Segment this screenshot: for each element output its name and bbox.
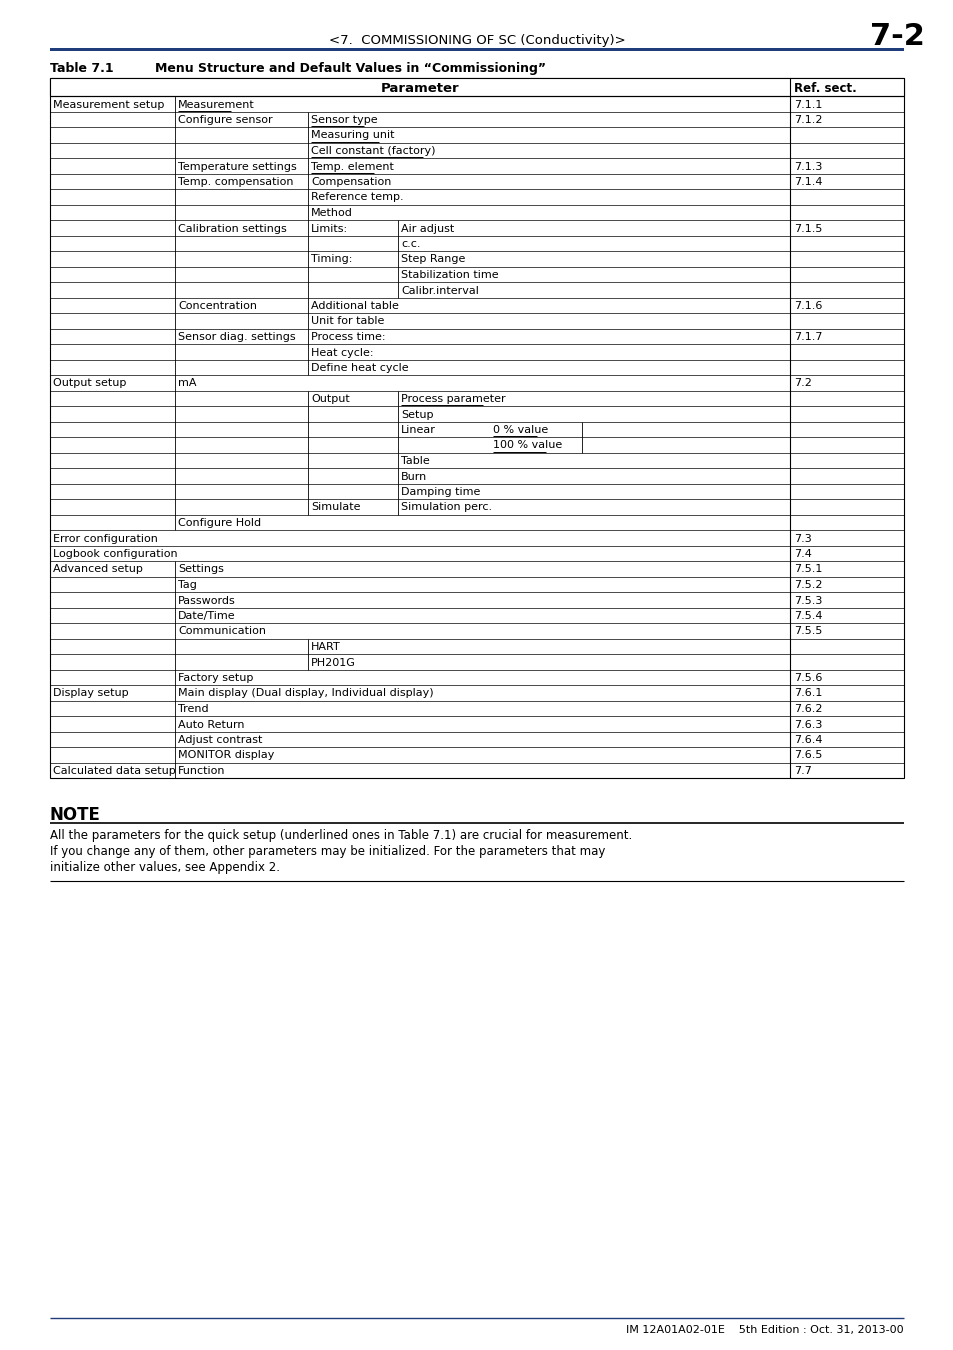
Text: If you change any of them, other parameters may be initialized. For the paramete: If you change any of them, other paramet…: [50, 845, 605, 859]
Text: Linear: Linear: [400, 425, 436, 435]
Text: Sensor diag. settings: Sensor diag. settings: [178, 332, 295, 342]
Text: 7-2: 7-2: [869, 22, 923, 51]
Text: Ref. sect.: Ref. sect.: [793, 82, 856, 94]
Text: Logbook configuration: Logbook configuration: [53, 549, 177, 559]
Text: Settings: Settings: [178, 564, 224, 575]
Text: 7.6.5: 7.6.5: [793, 751, 821, 760]
Text: MONITOR display: MONITOR display: [178, 751, 274, 760]
Text: Limits:: Limits:: [311, 224, 348, 234]
Text: 7.1.2: 7.1.2: [793, 115, 821, 126]
Text: Measurement setup: Measurement setup: [53, 100, 164, 109]
Text: Method: Method: [311, 208, 353, 217]
Text: 7.6.2: 7.6.2: [793, 703, 821, 714]
Text: Temp. element: Temp. element: [311, 162, 394, 171]
Text: 7.3: 7.3: [793, 533, 811, 544]
Text: Trend: Trend: [178, 703, 209, 714]
Text: 7.4: 7.4: [793, 549, 811, 559]
Text: HART: HART: [311, 643, 340, 652]
Text: Define heat cycle: Define heat cycle: [311, 363, 408, 373]
Text: 7.5.6: 7.5.6: [793, 674, 821, 683]
Text: Adjust contrast: Adjust contrast: [178, 734, 262, 745]
Text: Damping time: Damping time: [400, 487, 480, 497]
Text: Output setup: Output setup: [53, 378, 126, 389]
Text: 7.5.5: 7.5.5: [793, 626, 821, 636]
Text: Tag: Tag: [178, 580, 196, 590]
Bar: [50, 78, 903, 778]
Text: Reference temp.: Reference temp.: [311, 193, 403, 202]
Text: Calibration settings: Calibration settings: [178, 224, 287, 234]
Text: Process time:: Process time:: [311, 332, 385, 342]
Text: Menu Structure and Default Values in “Commissioning”: Menu Structure and Default Values in “Co…: [154, 62, 545, 76]
Text: 7.1.1: 7.1.1: [793, 100, 821, 109]
Text: Configure Hold: Configure Hold: [178, 518, 261, 528]
Text: Measuring unit: Measuring unit: [311, 131, 395, 140]
Text: 7.5.3: 7.5.3: [793, 595, 821, 606]
Text: Table 7.1: Table 7.1: [50, 62, 113, 76]
Text: Function: Function: [178, 765, 225, 776]
Text: Unit for table: Unit for table: [311, 316, 384, 327]
Text: Step Range: Step Range: [400, 255, 465, 265]
Text: 7.1.3: 7.1.3: [793, 162, 821, 171]
Text: Additional table: Additional table: [311, 301, 398, 310]
Text: Sensor type: Sensor type: [311, 115, 377, 126]
Text: 7.2: 7.2: [793, 378, 811, 389]
Text: Timing:: Timing:: [311, 255, 352, 265]
Text: Passwords: Passwords: [178, 595, 235, 606]
Text: 7.6.4: 7.6.4: [793, 734, 821, 745]
Text: 7.6.1: 7.6.1: [793, 688, 821, 698]
Text: Process parameter: Process parameter: [400, 394, 505, 404]
Text: Auto Return: Auto Return: [178, 720, 244, 729]
Text: Table: Table: [400, 456, 429, 466]
Text: <7.  COMMISSIONING OF SC (Conductivity)>: <7. COMMISSIONING OF SC (Conductivity)>: [328, 34, 625, 47]
Text: 7.1.6: 7.1.6: [793, 301, 821, 310]
Text: Output: Output: [311, 394, 350, 404]
Text: 7.1.4: 7.1.4: [793, 177, 821, 188]
Text: Factory setup: Factory setup: [178, 674, 253, 683]
Text: Parameter: Parameter: [380, 82, 458, 94]
Text: Error configuration: Error configuration: [53, 533, 157, 544]
Text: Date/Time: Date/Time: [178, 612, 235, 621]
Text: 7.1.7: 7.1.7: [793, 332, 821, 342]
Text: Advanced setup: Advanced setup: [53, 564, 143, 575]
Text: NOTE: NOTE: [50, 806, 101, 824]
Text: Burn: Burn: [400, 471, 427, 482]
Text: Communication: Communication: [178, 626, 266, 636]
Text: Main display (Dual display, Individual display): Main display (Dual display, Individual d…: [178, 688, 434, 698]
Text: 7.6.3: 7.6.3: [793, 720, 821, 729]
Text: All the parameters for the quick setup (underlined ones in Table 7.1) are crucia: All the parameters for the quick setup (…: [50, 829, 632, 842]
Text: Simulate: Simulate: [311, 502, 360, 513]
Text: 100 % value: 100 % value: [493, 440, 561, 451]
Text: Compensation: Compensation: [311, 177, 391, 188]
Text: 7.5.2: 7.5.2: [793, 580, 821, 590]
Text: Simulation perc.: Simulation perc.: [400, 502, 492, 513]
Text: Concentration: Concentration: [178, 301, 256, 310]
Text: initialize other values, see Appendix 2.: initialize other values, see Appendix 2.: [50, 861, 280, 873]
Text: Setup: Setup: [400, 409, 433, 420]
Text: Calibr.interval: Calibr.interval: [400, 285, 478, 296]
Text: Heat cycle:: Heat cycle:: [311, 347, 374, 358]
Text: Configure sensor: Configure sensor: [178, 115, 273, 126]
Text: 7.5.1: 7.5.1: [793, 564, 821, 575]
Text: Calculated data setup: Calculated data setup: [53, 765, 175, 776]
Text: 7.5.4: 7.5.4: [793, 612, 821, 621]
Text: c.c.: c.c.: [400, 239, 420, 248]
Text: Air adjust: Air adjust: [400, 224, 454, 234]
Bar: [50, 49, 903, 51]
Text: PH201G: PH201G: [311, 657, 355, 667]
Text: IM 12A01A02-01E    5th Edition : Oct. 31, 2013-00: IM 12A01A02-01E 5th Edition : Oct. 31, 2…: [626, 1324, 903, 1335]
Text: Temperature settings: Temperature settings: [178, 162, 296, 171]
Text: Temp. compensation: Temp. compensation: [178, 177, 294, 188]
Bar: [50, 78, 903, 96]
Text: 7.1.5: 7.1.5: [793, 224, 821, 234]
Text: Display setup: Display setup: [53, 688, 129, 698]
Text: 7.7: 7.7: [793, 765, 811, 776]
Text: mA: mA: [178, 378, 196, 389]
Text: Cell constant (factory): Cell constant (factory): [311, 146, 435, 157]
Text: 0 % value: 0 % value: [493, 425, 548, 435]
Text: Stabilization time: Stabilization time: [400, 270, 498, 279]
Text: Measurement: Measurement: [178, 100, 254, 109]
